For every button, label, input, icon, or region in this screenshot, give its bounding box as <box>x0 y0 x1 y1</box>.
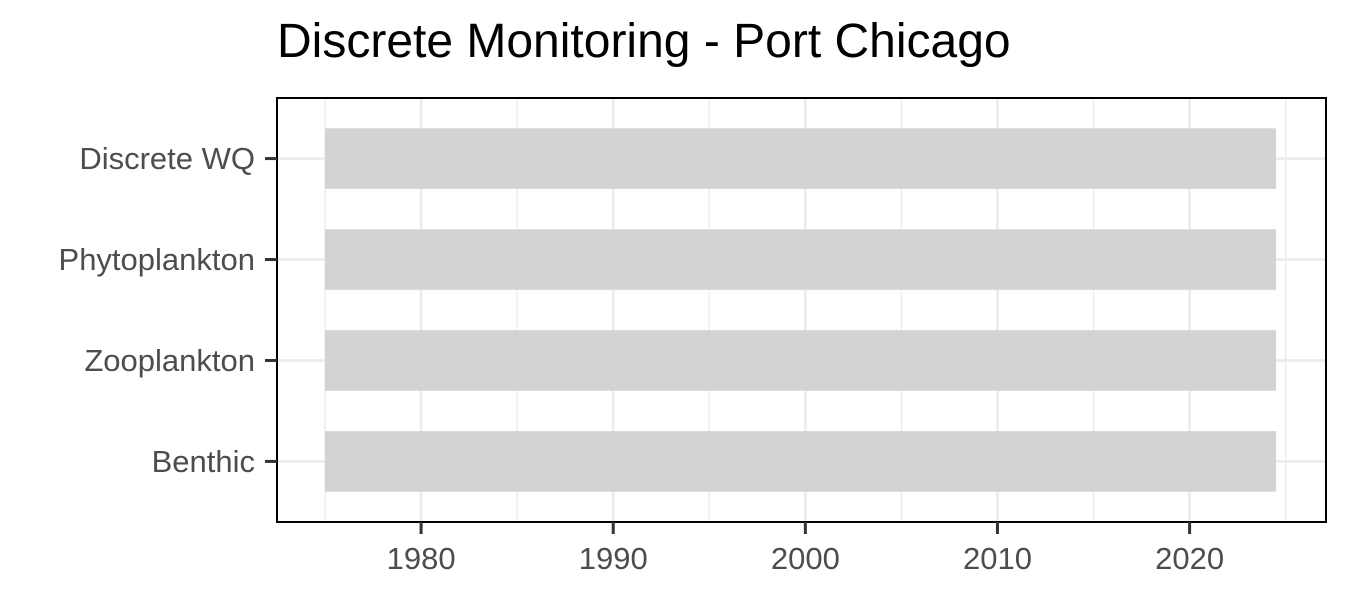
chart-title: Discrete Monitoring - Port Chicago <box>277 15 1011 68</box>
x-axis: 1980 1990 2000 2010 2020 <box>387 522 1224 576</box>
x-tick-label: 1980 <box>387 541 456 576</box>
y-tick-label: Discrete WQ <box>79 141 255 176</box>
bars-group <box>325 128 1277 492</box>
bar <box>325 330 1277 391</box>
x-tick-label: 1990 <box>579 541 648 576</box>
bar <box>325 431 1277 492</box>
bar <box>325 229 1277 290</box>
x-tick-label: 2000 <box>771 541 840 576</box>
x-tick-label: 2020 <box>1155 541 1224 576</box>
y-tick-label: Phytoplankton <box>59 242 255 277</box>
x-tick-label: 2010 <box>963 541 1032 576</box>
bar <box>325 128 1277 189</box>
y-axis: Discrete WQ Phytoplankton Zooplankton Benth… <box>59 141 277 479</box>
y-tick-label: Benthic <box>152 444 255 479</box>
y-tick-label: Zooplankton <box>84 343 255 378</box>
panel-border <box>276 97 1327 523</box>
